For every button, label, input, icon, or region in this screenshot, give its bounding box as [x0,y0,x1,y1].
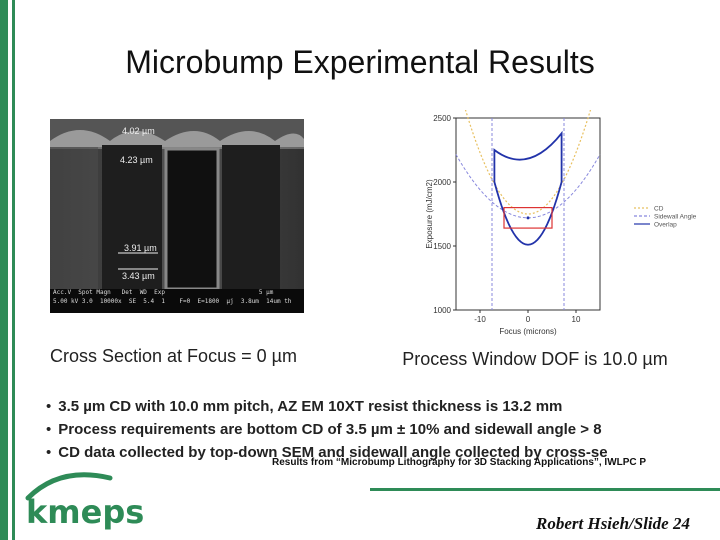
bullet-item: • Process requirements are bottom CD of 3… [46,421,602,438]
x-axis-label: Focus (microns) [499,327,557,336]
sem-label-top: 4.02 µm [122,126,155,136]
bullet-item: • CD data collected by top-down SEM and s… [46,444,608,461]
plot-frame [455,117,601,311]
bullet-list: • 3.5 µm CD with 10.0 mm pitch, AZ EM 10X… [46,398,720,467]
sem-info-line-1: Acc.V Spot Magn Det WD Exp 5 µm [53,289,274,296]
cd-series-line [464,110,592,215]
y-tick-label: 1500 [433,242,451,251]
legend-label: CD [654,206,664,213]
sem-label-2: 4.23 µm [120,155,153,165]
process-window-chart: 1000 1500 2000 2500 -10 0 10 Focus (microns) Exp… [425,110,697,336]
x-tick-label: -10 [474,315,486,324]
sem-label-3: 3.91 µm [124,243,157,253]
x-tick-label: 0 [526,315,531,324]
sem-label-4: 3.43 µm [122,271,155,281]
legend-label: Overlap [654,222,677,229]
svg-text:kmeps: kmeps [26,493,144,530]
x-tick-label: 10 [572,315,581,324]
slide-footer: Robert Hsieh/Slide 24 [536,514,690,533]
sem-cross-section-image: 4.02 µm 4.23 µm 3.91 µm 3.43 µm Acc.V Sp… [50,119,304,313]
left-accent-bar [0,0,8,540]
source-citation: Results from “Microbump Lithography for … [272,457,647,468]
process-window-rect [503,206,553,229]
caption-process-window: Process Window DOF is 10.0 µm [402,349,668,369]
footer-divider [370,488,720,491]
slide-title: Microbump Experimental Results [125,44,595,80]
y-tick-label: 1000 [433,306,451,315]
kmeps-logo: kmeps [20,468,170,531]
overlap-series-line [493,130,563,246]
y-tick-label: 2000 [433,178,451,187]
caption-cross-section: Cross Section at Focus = 0 µm [50,346,297,366]
legend-label: Sidewall Angle [654,214,697,221]
left-accent-line [12,0,15,540]
y-tick-label: 2500 [433,114,451,123]
sem-info-line-2: 5.00 kV 3.0 10000x SE 5.4 1 F=0 E=1800 µ… [53,298,292,305]
bullet-item: • 3.5 µm CD with 10.0 mm pitch, AZ EM 10X… [46,398,563,415]
center-point [526,216,530,220]
y-axis-label: Exposure (mJ/cm2) [425,179,434,249]
